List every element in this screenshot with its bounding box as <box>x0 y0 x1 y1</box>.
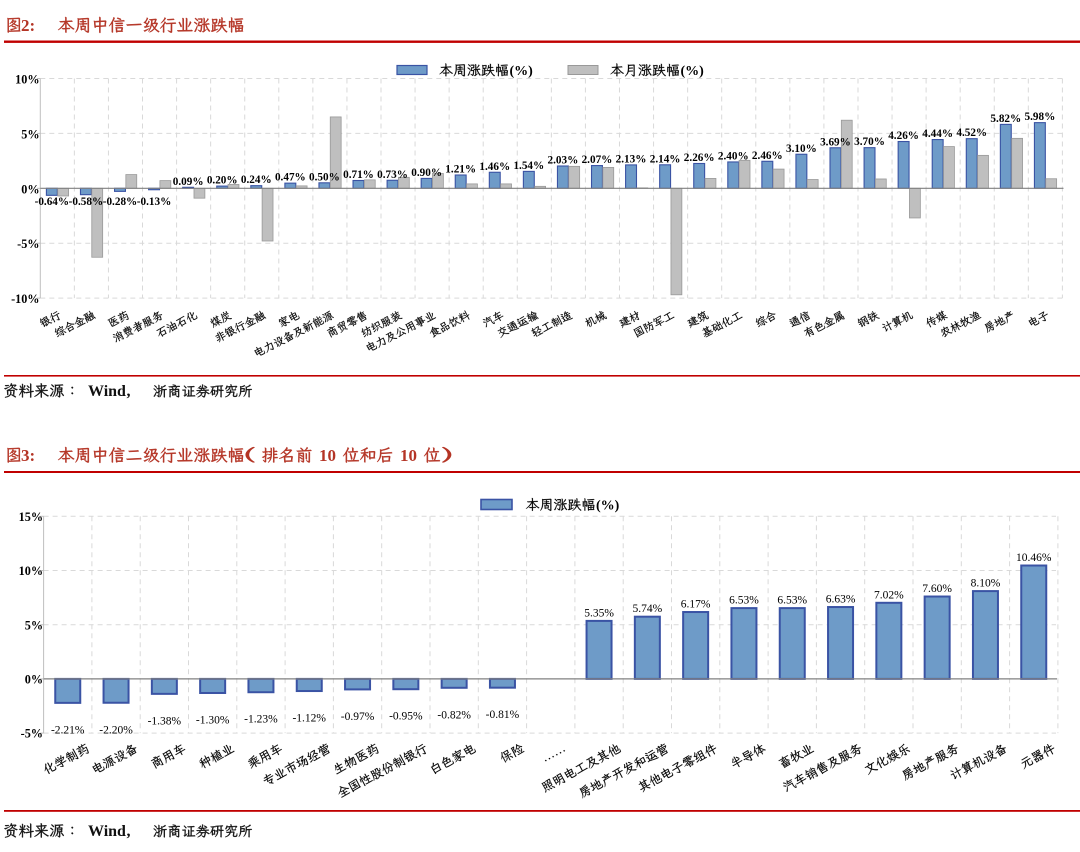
svg-text:4.52%: 4.52% <box>956 127 987 139</box>
svg-text:6.53%: 6.53% <box>729 595 759 607</box>
svg-text:-10%: -10% <box>11 292 39 306</box>
svg-text:2.26%: 2.26% <box>684 152 715 164</box>
svg-text:0%: 0% <box>21 182 39 196</box>
svg-text:-2.21%: -2.21% <box>51 724 85 736</box>
svg-text:0.50%: 0.50% <box>309 171 340 183</box>
svg-text:2.03%: 2.03% <box>548 155 579 167</box>
svg-text:-0.64%: -0.64% <box>35 196 70 208</box>
svg-text:-0.58%: -0.58% <box>69 196 104 208</box>
svg-text:3.69%: 3.69% <box>820 136 851 148</box>
svg-text:10%: 10% <box>19 564 43 578</box>
svg-text:Wind: Wind <box>88 823 126 840</box>
svg-text:,: , <box>127 823 131 840</box>
svg-text:3.10%: 3.10% <box>786 143 817 155</box>
svg-text:4.44%: 4.44% <box>922 128 953 140</box>
svg-text:2.13%: 2.13% <box>616 153 647 165</box>
svg-text:0.20%: 0.20% <box>207 175 238 187</box>
svg-text:6.53%: 6.53% <box>777 595 807 607</box>
svg-text:10: 10 <box>400 446 417 465</box>
svg-text:1.21%: 1.21% <box>445 164 476 176</box>
svg-text:2.40%: 2.40% <box>718 150 749 162</box>
svg-text:-1.38%: -1.38% <box>148 715 182 727</box>
svg-text:0.73%: 0.73% <box>377 169 408 181</box>
svg-text:0.71%: 0.71% <box>343 169 374 181</box>
svg-text:5.35%: 5.35% <box>584 607 614 619</box>
svg-text:1.54%: 1.54% <box>513 160 544 172</box>
svg-text:(%): (%) <box>510 64 534 79</box>
svg-text:(%): (%) <box>596 499 620 514</box>
svg-text:-5%: -5% <box>21 727 43 741</box>
svg-text:2.46%: 2.46% <box>752 150 783 162</box>
svg-text:6.17%: 6.17% <box>681 599 711 611</box>
svg-text:-0.13%: -0.13% <box>137 196 172 208</box>
svg-text:5.74%: 5.74% <box>632 603 662 615</box>
svg-text:5.98%: 5.98% <box>1024 111 1055 123</box>
svg-text:2.07%: 2.07% <box>582 154 613 166</box>
svg-text:5%: 5% <box>25 618 43 632</box>
svg-text:(%): (%) <box>681 64 705 79</box>
svg-text:-1.30%: -1.30% <box>196 714 230 726</box>
svg-text:0.24%: 0.24% <box>241 174 272 186</box>
svg-text:6.63%: 6.63% <box>826 594 856 606</box>
svg-text:0.47%: 0.47% <box>275 172 306 184</box>
svg-text:-2.20%: -2.20% <box>99 724 133 736</box>
svg-text:-0.97%: -0.97% <box>341 711 375 723</box>
svg-text:0%: 0% <box>25 673 43 687</box>
svg-text:,: , <box>127 383 131 400</box>
svg-text:0.09%: 0.09% <box>173 176 204 188</box>
svg-text:Wind: Wind <box>88 383 126 400</box>
svg-text:10%: 10% <box>15 73 39 87</box>
svg-text:10: 10 <box>319 446 336 465</box>
svg-text:-0.28%: -0.28% <box>103 196 138 208</box>
svg-text:4.26%: 4.26% <box>888 130 919 142</box>
svg-text:15%: 15% <box>19 510 43 524</box>
svg-text:3.70%: 3.70% <box>854 136 885 148</box>
svg-text:-0.82%: -0.82% <box>437 709 471 721</box>
svg-text:-1.12%: -1.12% <box>292 713 326 725</box>
svg-text:2:: 2: <box>21 16 35 35</box>
svg-text:-5%: -5% <box>17 237 39 251</box>
svg-text:10.46%: 10.46% <box>1016 552 1052 564</box>
svg-text:3:: 3: <box>21 446 35 465</box>
svg-text:-0.95%: -0.95% <box>389 711 423 723</box>
svg-text:1.46%: 1.46% <box>479 161 510 173</box>
svg-text:7.02%: 7.02% <box>874 589 904 601</box>
svg-text:-1.23%: -1.23% <box>244 714 278 726</box>
svg-text:-0.81%: -0.81% <box>486 709 520 721</box>
svg-text:8.10%: 8.10% <box>971 578 1001 590</box>
svg-text:0.90%: 0.90% <box>411 167 442 179</box>
svg-text:7.60%: 7.60% <box>922 583 952 595</box>
svg-text:5.82%: 5.82% <box>990 113 1021 125</box>
svg-text:2.14%: 2.14% <box>650 153 681 165</box>
svg-text:5%: 5% <box>21 127 39 141</box>
